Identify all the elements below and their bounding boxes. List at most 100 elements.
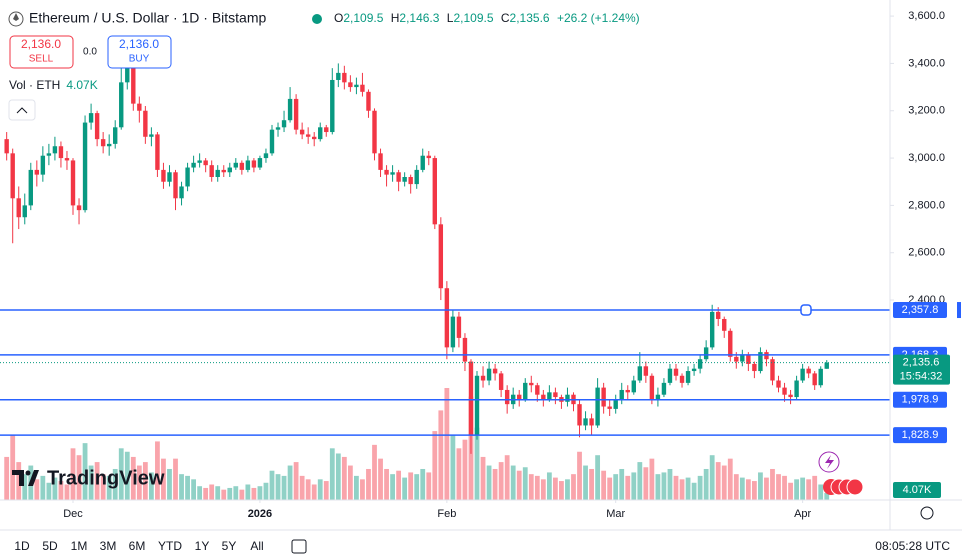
candle-body (402, 176, 407, 182)
range-button[interactable]: 6M (129, 539, 146, 553)
candle-body (824, 362, 829, 369)
volume-bar (613, 474, 619, 500)
logo: TradingView (12, 467, 165, 489)
volume-bar (4, 456, 10, 500)
candle-body (649, 375, 655, 400)
c-value: 2,135.6 (510, 11, 550, 25)
volume-bar (323, 481, 329, 500)
candle-body (812, 373, 817, 386)
date-range-icon[interactable] (291, 539, 307, 554)
range-button[interactable]: 1Y (195, 539, 210, 553)
candle-body (655, 394, 661, 400)
volume-bar (661, 472, 667, 500)
level-handle[interactable] (800, 304, 812, 316)
candle-body (318, 127, 323, 140)
volume-bar (287, 465, 293, 500)
logo-mark (12, 470, 39, 486)
volume-bar (299, 475, 305, 500)
volume-bar (40, 475, 46, 500)
volume-badge (893, 482, 941, 498)
volume-bar (347, 465, 353, 500)
candle-body (197, 160, 202, 163)
volume-bar (329, 448, 335, 500)
candle-body (354, 84, 359, 88)
last-price-label: 2,135.6 (903, 357, 940, 369)
volume-bar (22, 474, 28, 500)
candle-body (589, 418, 594, 426)
sell-price: 2,136.0 (21, 37, 61, 51)
volume-bar (528, 474, 534, 500)
volume-bar (360, 479, 365, 500)
settings-icon[interactable] (920, 506, 934, 520)
volume-bar (251, 487, 257, 500)
collapse-button[interactable] (8, 99, 36, 121)
candle-body (70, 160, 76, 206)
volume-bar (408, 472, 414, 500)
events-icon[interactable] (823, 478, 864, 496)
candle-body (119, 82, 124, 128)
range-button[interactable]: 1M (71, 539, 88, 553)
volume-bar (88, 465, 94, 500)
candle-body (173, 172, 178, 199)
x-tick-label: Mar (606, 508, 625, 520)
volume-bar (82, 443, 88, 500)
volume-bar (335, 453, 341, 500)
candle-body (100, 139, 106, 147)
candle-body (58, 146, 64, 159)
volume-bar (191, 479, 196, 500)
volume-bar (782, 475, 787, 500)
volume-bar (806, 479, 812, 500)
volume-bar (124, 451, 130, 500)
volume-bar (34, 479, 40, 500)
volume-bar (76, 455, 82, 500)
buy-button[interactable] (107, 35, 172, 69)
candle-body (155, 134, 160, 170)
volume-bar (185, 475, 190, 500)
candle-body (113, 127, 118, 144)
volume-bar (703, 468, 709, 500)
candle-body (450, 316, 456, 348)
candle-body (601, 387, 606, 407)
volume-bar (70, 448, 76, 500)
y-tick-label: 2,800.0 (908, 199, 945, 211)
volume-bar (709, 455, 715, 500)
range-button[interactable]: 5D (42, 539, 58, 553)
volume-bar (52, 477, 58, 500)
volume-bar (643, 467, 649, 500)
volume-bar (136, 465, 142, 500)
candle-body (583, 418, 588, 426)
level-badge (893, 302, 947, 319)
candle-body (486, 368, 492, 381)
volume-bar (516, 470, 522, 500)
range-button[interactable]: 1D (14, 539, 30, 553)
volume-bar (245, 484, 251, 500)
candle-body (728, 330, 733, 357)
volume-bar (269, 470, 275, 500)
candle-body (788, 394, 793, 398)
range-button[interactable]: 3M (100, 539, 117, 553)
candle-body (625, 389, 630, 393)
volume-bar (607, 477, 613, 500)
flash-glyph (825, 455, 834, 469)
range-button[interactable]: All (250, 539, 263, 553)
volume-bar (685, 477, 691, 500)
y-tick-label: 3,200.0 (908, 105, 945, 117)
range-button[interactable]: YTD (158, 539, 182, 553)
candle-body (269, 129, 275, 154)
candle-body (221, 169, 226, 173)
candle-body (106, 143, 112, 147)
eth-icon-glyph (13, 13, 19, 21)
range-button[interactable]: 5Y (222, 539, 237, 553)
volume-bar (595, 455, 601, 500)
volume-bar (655, 474, 661, 500)
sell-button[interactable] (9, 35, 74, 69)
candle-body (299, 129, 305, 135)
volume-bar (432, 431, 438, 500)
candle-body (679, 375, 685, 383)
candle-body (722, 318, 727, 331)
candle-body (366, 91, 371, 111)
candle-body (263, 153, 269, 159)
range-buttons: 1D 5D 1M 3M 6M YTD 1Y 5Y All (14, 539, 263, 553)
level-edge (957, 302, 961, 319)
